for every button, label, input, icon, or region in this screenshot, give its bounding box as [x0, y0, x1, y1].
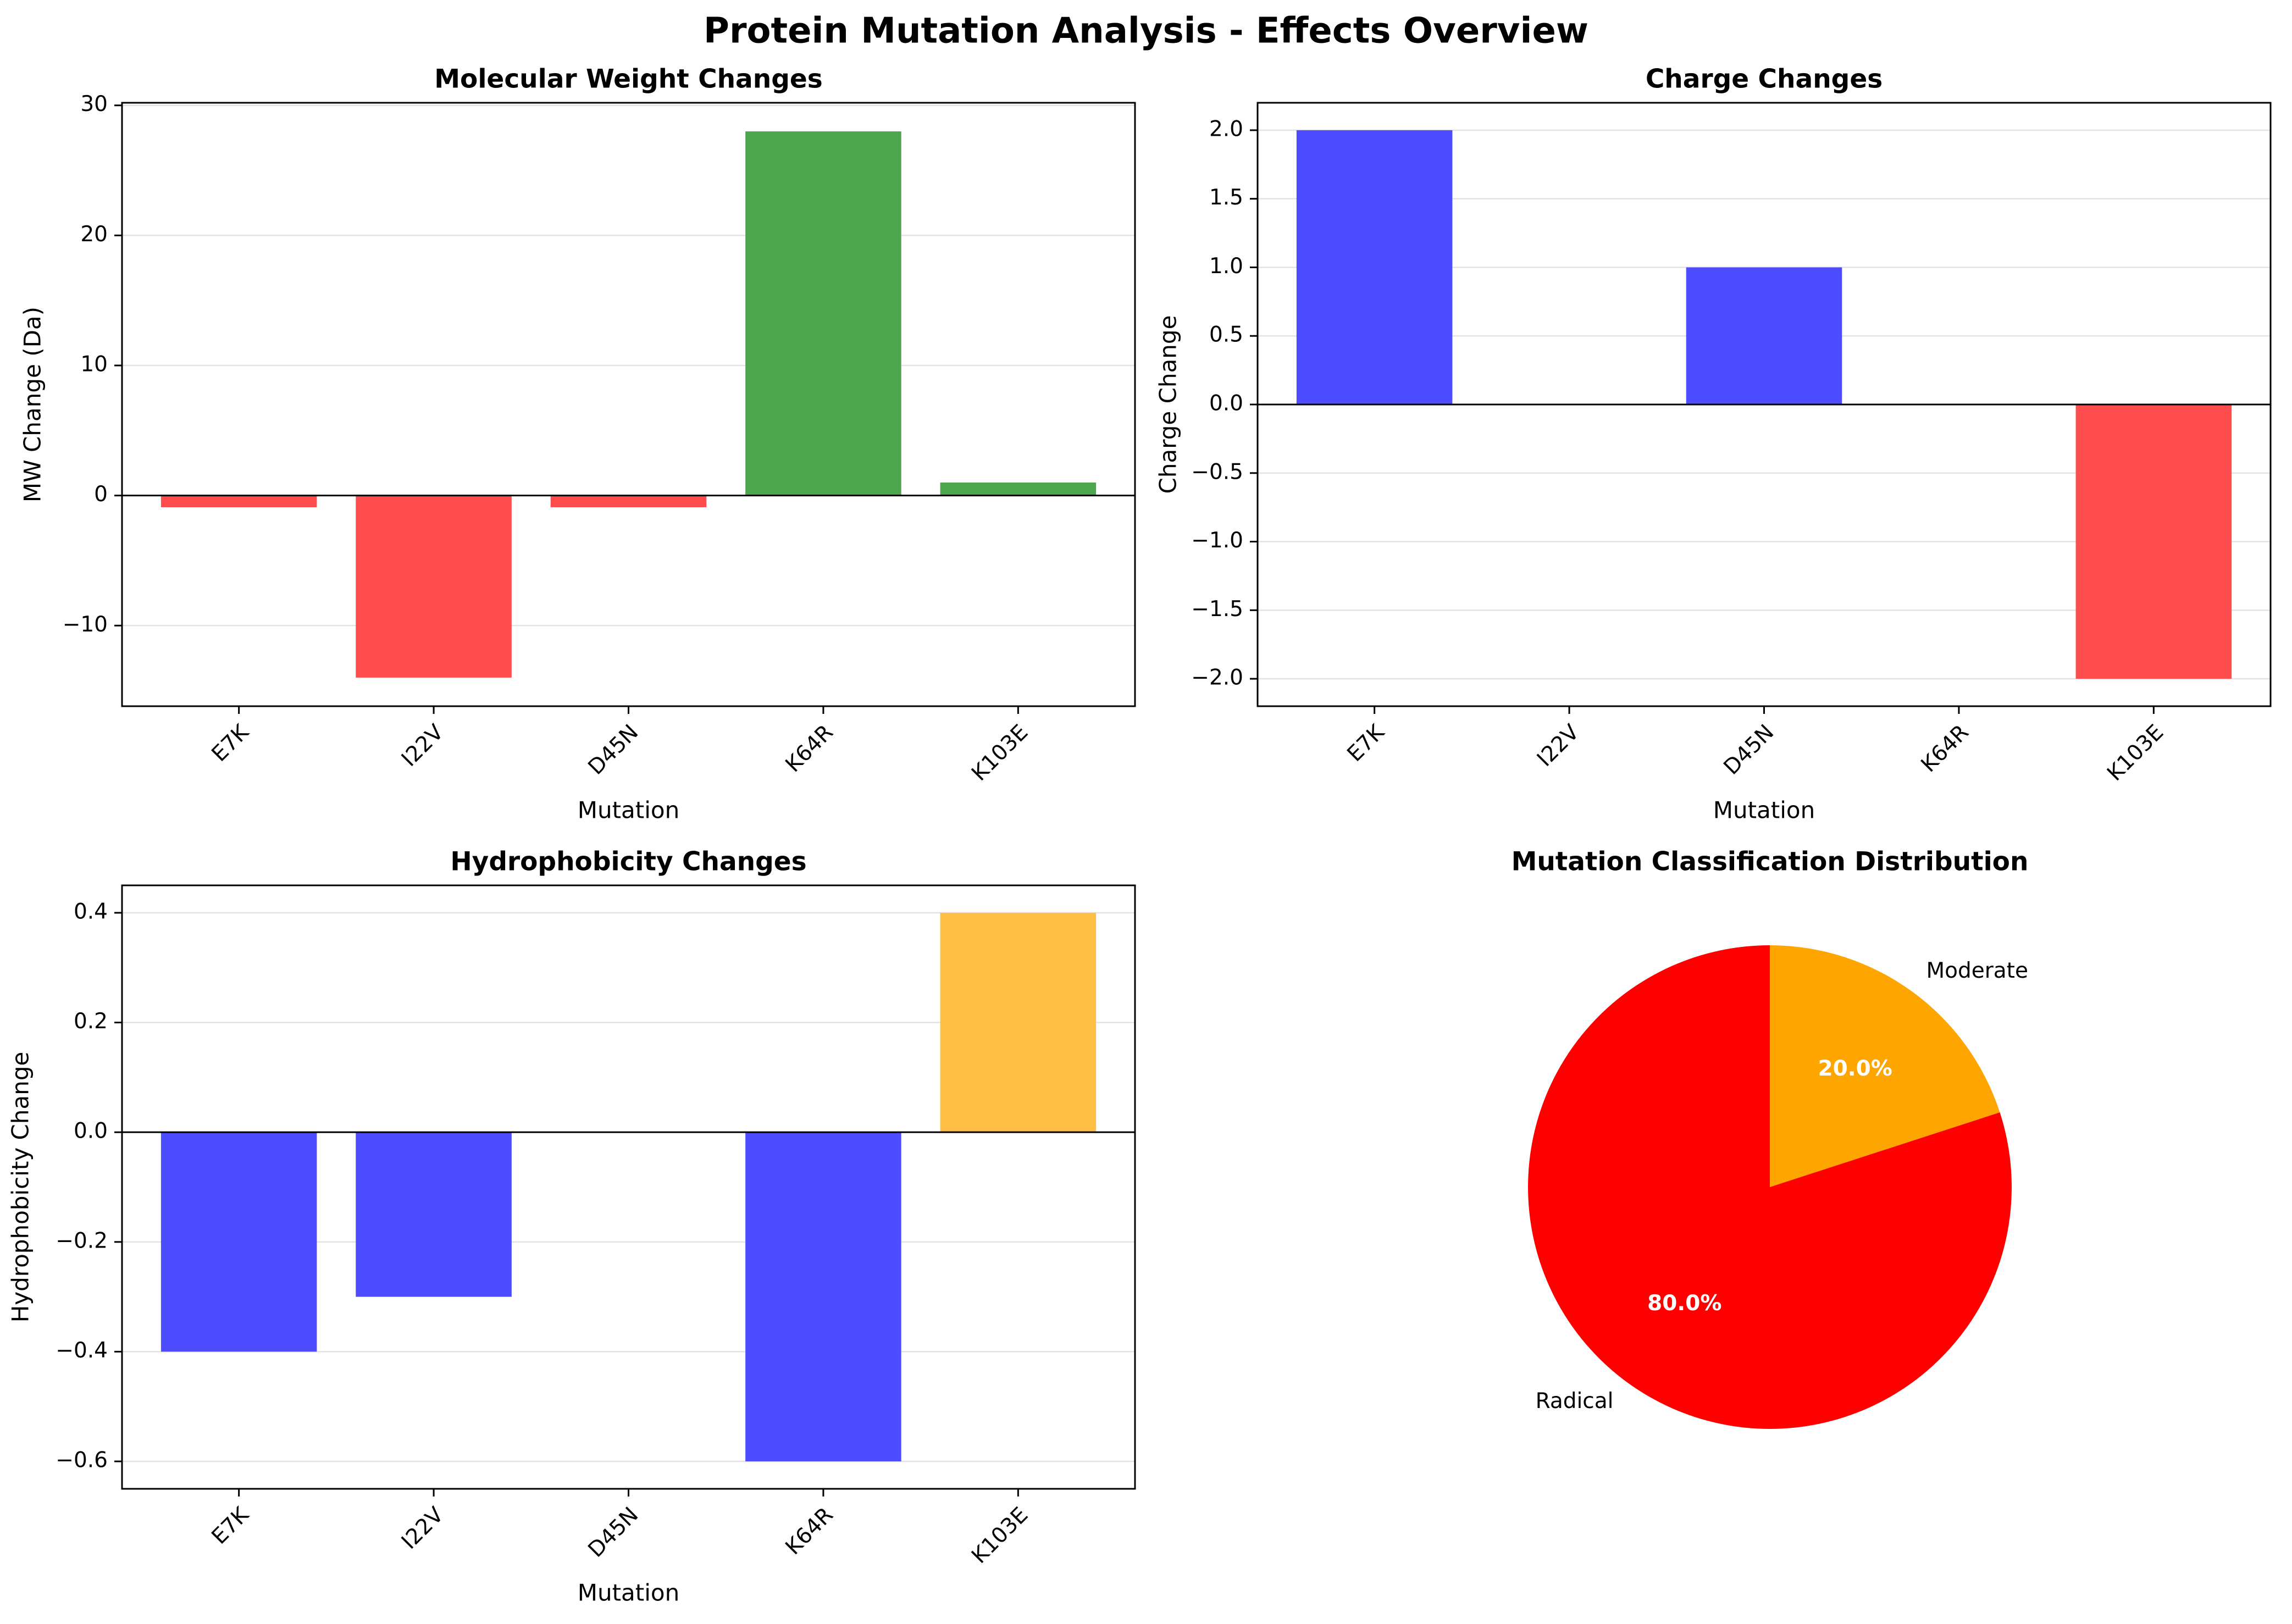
- bar-i22v: [356, 495, 512, 678]
- subplot-title: Mutation Classification Distribution: [1512, 847, 2029, 877]
- subplot-4: Mutation Classification Distribution Mode…: [1512, 847, 2029, 1429]
- bar-e7k: [160, 495, 317, 507]
- bar-d45n: [1686, 267, 1842, 404]
- y-axis-label: Hydrophobicity Change: [7, 1052, 34, 1323]
- pie-slice-moderate: [1770, 945, 2000, 1187]
- subplot-title: Charge Changes: [1646, 64, 1883, 95]
- bar-e7k: [160, 1132, 317, 1352]
- subplot-3: Hydrophobicity Changes −0.6 −0.4 −0.2 0.0 0.2…: [7, 847, 1136, 1606]
- bar-k103e: [940, 482, 1097, 496]
- pie-slice-radical: [1528, 945, 2012, 1429]
- x-axis-label: Mutation: [578, 1579, 680, 1606]
- pie-pct-label: 80.0%: [1647, 1291, 1721, 1316]
- bar-k64r: [745, 131, 901, 496]
- y-tick-label: 2.0: [1209, 117, 1243, 141]
- bar-e7k: [1296, 130, 1453, 404]
- y-tick-label: −1.5: [1191, 597, 1243, 622]
- figure-title: Protein Mutation Analysis - Effects Over…: [704, 11, 1588, 52]
- pie-label-moderate: Moderate: [1926, 958, 2028, 983]
- bar-i22v: [356, 1132, 512, 1297]
- y-tick-label: −0.2: [56, 1228, 108, 1253]
- x-axis-label: Mutation: [578, 797, 680, 824]
- y-tick-label: −2.0: [1191, 666, 1243, 690]
- pie-pct-label: 20.0%: [1818, 1056, 1892, 1081]
- subplot-title: Hydrophobicity Changes: [450, 847, 806, 877]
- y-tick-label: 0.0: [1209, 391, 1243, 416]
- y-tick-label: −10: [63, 612, 108, 637]
- y-tick-label: −0.5: [1191, 459, 1243, 484]
- y-tick-label: 1.0: [1209, 254, 1243, 279]
- y-tick-label: 1.5: [1209, 185, 1243, 210]
- bar-d45n: [550, 495, 707, 507]
- bar-k103e: [940, 912, 1097, 1133]
- y-tick-label: 0: [94, 482, 108, 507]
- y-tick-label: 30: [80, 92, 108, 117]
- y-tick-label: 0.2: [74, 1009, 108, 1034]
- pie-label-radical: Radical: [1536, 1389, 1614, 1414]
- x-axis-label: Mutation: [1713, 797, 1815, 824]
- y-tick-label: 20: [80, 222, 108, 247]
- y-tick-label: 0.5: [1209, 323, 1243, 347]
- y-tick-label: −0.6: [56, 1448, 108, 1473]
- bar-k64r: [745, 1132, 901, 1462]
- y-tick-label: 10: [80, 352, 108, 377]
- y-axis-label: MW Change (Da): [19, 307, 46, 502]
- subplot-title: Molecular Weight Changes: [434, 64, 822, 95]
- y-tick-label: −0.4: [56, 1338, 108, 1363]
- y-tick-label: −1.0: [1191, 528, 1243, 553]
- y-tick-label: 0.0: [74, 1119, 108, 1144]
- y-tick-label: 0.4: [74, 899, 108, 924]
- bar-k103e: [2075, 404, 2232, 679]
- y-axis-label: Charge Change: [1155, 315, 1182, 494]
